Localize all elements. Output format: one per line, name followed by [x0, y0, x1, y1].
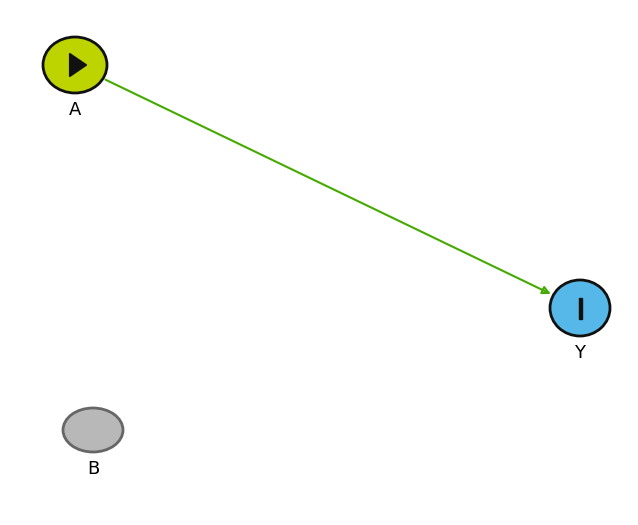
Bar: [579, 298, 581, 319]
Ellipse shape: [43, 37, 107, 93]
Text: B: B: [87, 460, 99, 478]
Text: Y: Y: [574, 344, 586, 362]
Text: A: A: [69, 101, 81, 119]
Polygon shape: [70, 54, 87, 77]
Ellipse shape: [63, 408, 123, 452]
Ellipse shape: [550, 280, 610, 336]
